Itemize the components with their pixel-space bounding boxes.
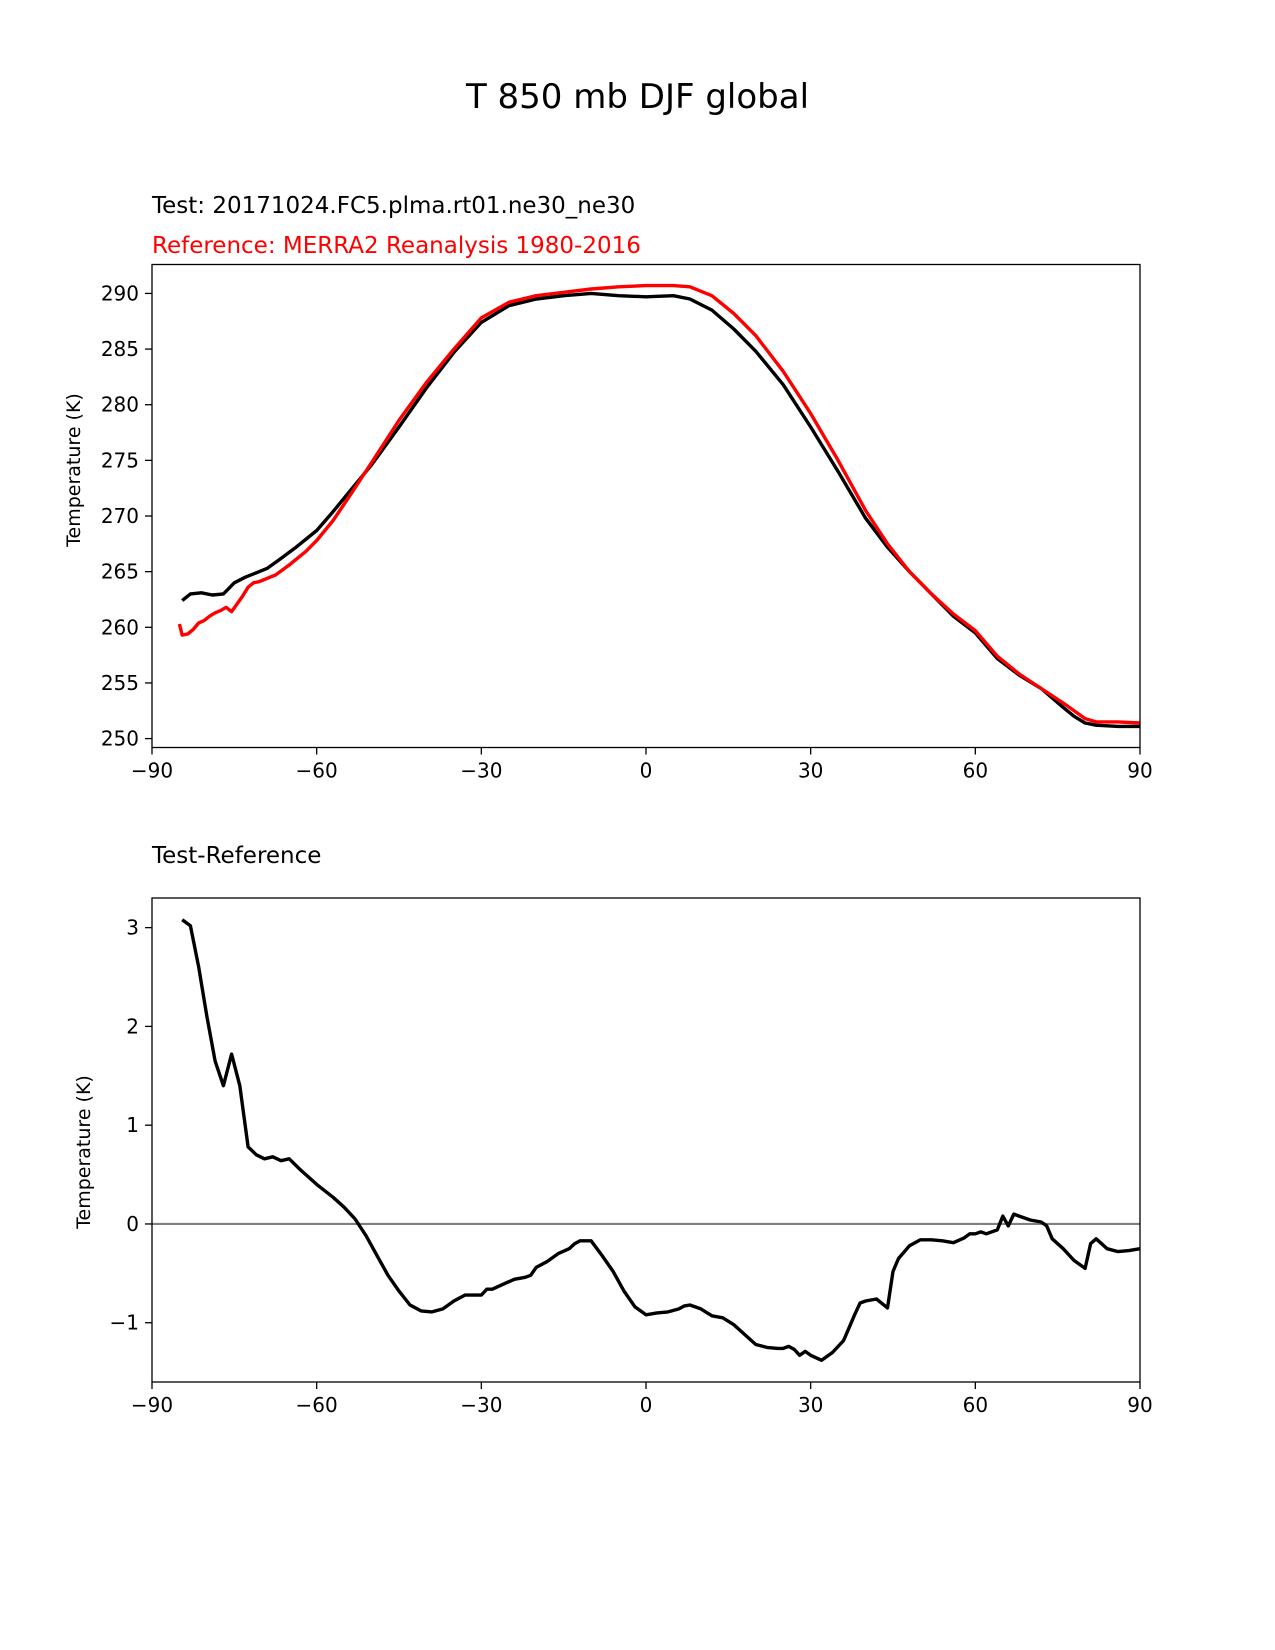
x-tick-label-top: −90 <box>131 759 173 783</box>
series-layer-bottom <box>152 918 1141 1362</box>
y-tick-label-bottom: 2 <box>126 1014 139 1038</box>
y-tick-label-bottom: 0 <box>126 1212 139 1236</box>
plot-frame-bottom <box>151 897 1141 1383</box>
y-tick-label-top: 275 <box>101 448 139 472</box>
y-tick-label-top: 280 <box>101 393 139 417</box>
series-line-reference-top <box>177 283 1141 725</box>
y-tick-label-top: 250 <box>101 727 139 751</box>
y-tick-label-top: 260 <box>101 615 139 639</box>
x-tick-label-top: 60 <box>963 759 988 783</box>
x-tick-label-top: 30 <box>798 759 823 783</box>
y-tick-label-bottom: 3 <box>126 916 139 940</box>
axes-layer-bottom: −90 −60 −30 0 30 60 90 −1 0 1 2 3 <box>110 916 1153 1417</box>
series-layer-top <box>177 283 1141 729</box>
x-tick-label-bottom: 30 <box>798 1393 823 1417</box>
chart-panel-bottom: Test-Reference Temperature (K) −90 −60 −30… <box>73 843 1153 1417</box>
y-tick-label-top: 265 <box>101 560 139 584</box>
series-line-test-top <box>181 291 1140 729</box>
x-tick-label-bottom: −90 <box>131 1393 173 1417</box>
difference-title: Test-Reference <box>151 843 321 869</box>
plot-frame-top <box>151 263 1141 749</box>
test-label: Test: 20171024.FC5.plma.rt01.ne30_ne30 <box>151 193 635 219</box>
x-tick-label-top: 0 <box>640 759 653 783</box>
y-tick-label-top: 290 <box>101 281 139 305</box>
figure-title: T 850 mb DJF global <box>465 77 809 117</box>
x-tick-label-bottom: 90 <box>1127 1393 1152 1417</box>
y-tick-label-top: 270 <box>101 504 139 528</box>
x-tick-label-bottom: 60 <box>963 1393 988 1417</box>
x-tick-label-bottom: −30 <box>460 1393 502 1417</box>
y-tick-label-top: 285 <box>101 337 139 361</box>
y-tick-label-bottom: −1 <box>110 1311 139 1335</box>
x-tick-label-top: 90 <box>1127 759 1152 783</box>
y-tick-label-top: 255 <box>101 671 139 695</box>
y-tick-label-bottom: 1 <box>126 1113 139 1137</box>
reference-label: Reference: MERRA2 Reanalysis 1980-2016 <box>152 233 641 259</box>
x-tick-label-bottom: 0 <box>640 1393 653 1417</box>
x-tick-label-bottom: −60 <box>296 1393 338 1417</box>
chart-panel-top: Test: 20171024.FC5.plma.rt01.ne30_ne30 R… <box>63 193 1153 783</box>
x-tick-label-top: −60 <box>296 759 338 783</box>
axes-layer-top: −90 −60 −30 0 30 60 90 250 255 260 265 270 275 280 285… <box>101 281 1153 782</box>
y-axis-label-top: Temperature (K) <box>63 393 85 548</box>
x-tick-label-top: −30 <box>460 759 502 783</box>
y-axis-label-bottom: Temperature (K) <box>73 1075 95 1230</box>
series-line-test-reference-bottom <box>181 918 1141 1362</box>
